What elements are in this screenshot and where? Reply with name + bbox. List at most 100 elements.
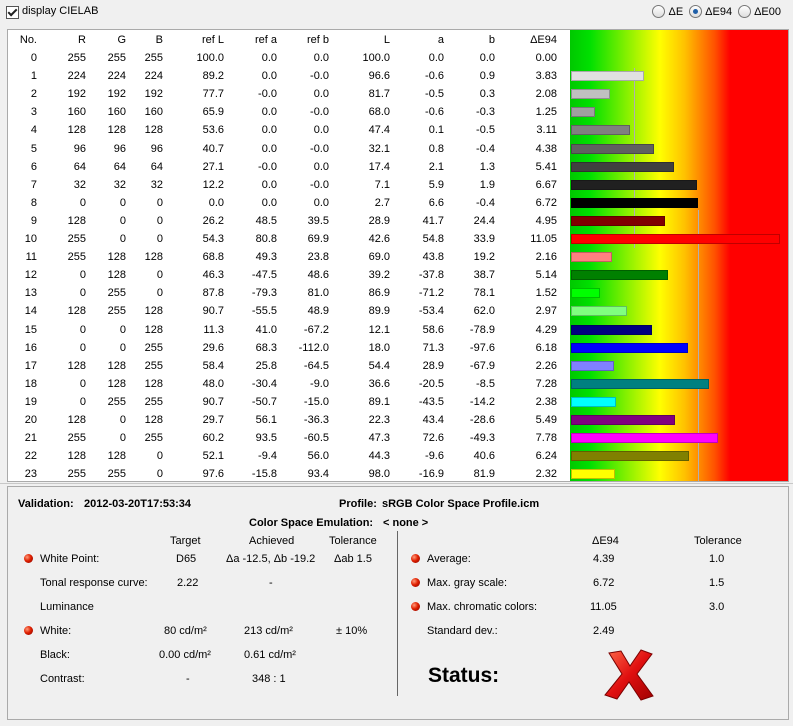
cell-ref-b: -112.0 <box>298 341 329 354</box>
cell-no: 10 <box>24 233 37 245</box>
radio-de94[interactable]: ΔE94 <box>689 5 732 18</box>
cell-delta-e94: 6.72 <box>535 196 557 209</box>
delta-e-bar <box>571 252 612 263</box>
cell-l: 32.1 <box>368 142 390 155</box>
cell-a: 72.6 <box>422 432 444 445</box>
display-cielab-label[interactable]: display CIELAB <box>22 5 99 17</box>
cell-b: 128 <box>144 323 163 336</box>
cell-ref-l: 89.2 <box>202 70 224 83</box>
cell-r: 0 <box>79 377 86 390</box>
divider <box>0 483 793 484</box>
radio-de-dot[interactable] <box>652 5 666 18</box>
cell-r: 0 <box>79 323 86 336</box>
delta-e-bar <box>571 306 628 317</box>
cell-a: -37.8 <box>418 269 444 282</box>
cell-b: 1.9 <box>479 178 495 191</box>
radio-de94-label[interactable]: ΔE94 <box>705 5 733 18</box>
cell-b: 128 <box>144 414 163 426</box>
radio-de-label[interactable]: ΔE <box>668 5 684 18</box>
cell-ref-a: 0.0 <box>261 106 277 119</box>
cell-ref-b: -0.0 <box>310 106 329 119</box>
cell-l: 44.3 <box>368 450 390 463</box>
delta-e-bar <box>571 433 719 444</box>
white-fail-led-icon <box>24 626 33 635</box>
cell-delta-e94: 4.29 <box>535 323 557 336</box>
cell-b: 128 <box>144 305 163 318</box>
radio-de[interactable]: ΔE <box>652 5 683 18</box>
white-label: White: <box>40 625 72 637</box>
cell-ref-a: 48.5 <box>255 214 277 227</box>
cell-b: 78.1 <box>473 287 495 300</box>
cell-g: 32 <box>113 178 126 191</box>
cell-ref-b: 93.4 <box>307 468 329 481</box>
cell-ref-b: -36.3 <box>303 414 329 426</box>
std-dev-label: Standard dev.: <box>427 625 498 637</box>
cell-b: -0.5 <box>476 124 495 137</box>
average-value: 4.39 <box>593 553 615 565</box>
cell-r: 128 <box>67 214 86 227</box>
cell-ref-l: 97.6 <box>202 468 224 481</box>
cell-delta-e94: 6.18 <box>535 341 557 354</box>
white-point-achieved: Δa -12.5, Δb -19.2 <box>226 553 316 565</box>
cell-r: 128 <box>67 305 86 318</box>
cell-no: 23 <box>24 468 37 481</box>
max-chroma-label: Max. chromatic colors: <box>427 601 538 613</box>
cell-ref-a: 0.0 <box>261 52 277 64</box>
cell-a: 43.8 <box>422 251 444 264</box>
cell-a: -71.2 <box>418 287 444 300</box>
cell-a: 0.1 <box>428 124 444 137</box>
cell-delta-e94: 2.97 <box>535 305 557 318</box>
cell-ref-b: 39.5 <box>307 214 329 227</box>
cell-r: 128 <box>67 124 86 137</box>
cell-b: 0.9 <box>479 70 495 83</box>
col-header-b: b <box>488 34 495 46</box>
cell-delta-e94: 4.38 <box>535 142 557 155</box>
delta-e-radio-group: ΔE ΔE94 ΔE00 <box>646 5 781 18</box>
cell-l: 47.4 <box>368 124 390 137</box>
cell-g: 128 <box>107 124 126 137</box>
cell-l: 17.4 <box>368 160 390 173</box>
cell-ref-a: -50.7 <box>251 395 277 408</box>
cell-ref-b: -67.2 <box>303 323 329 336</box>
cell-a: 5.9 <box>428 178 444 191</box>
cell-ref-a: 68.3 <box>255 341 277 354</box>
cell-g: 0 <box>119 341 126 354</box>
radio-de00[interactable]: ΔE00 <box>738 5 781 18</box>
cell-r: 255 <box>67 52 86 64</box>
delta-e-bar <box>571 378 709 389</box>
cell-l: 2.7 <box>374 196 390 209</box>
max-gray-value: 6.72 <box>593 577 615 589</box>
cell-g: 255 <box>107 305 126 318</box>
cell-b: 0 <box>156 196 163 209</box>
cell-b: -67.9 <box>469 359 495 372</box>
cell-g: 192 <box>107 88 126 101</box>
cell-r: 128 <box>67 359 86 372</box>
emulation-value: < none > <box>383 517 429 529</box>
cell-delta-e94: 1.52 <box>535 287 557 300</box>
radio-de94-dot[interactable] <box>689 5 703 18</box>
cell-ref-a: -47.5 <box>251 269 277 282</box>
trc-target: 2.22 <box>177 577 199 589</box>
col-tolerance-header: Tolerance <box>329 535 377 547</box>
panel-vertical-separator <box>397 531 398 696</box>
cell-r: 160 <box>67 106 86 119</box>
display-cielab-checkbox[interactable] <box>6 6 19 19</box>
cell-ref-l: 65.9 <box>202 106 224 119</box>
cell-ref-a: -79.3 <box>251 287 277 300</box>
cell-ref-b: 56.0 <box>307 450 329 463</box>
luminance-label: Luminance <box>40 601 94 613</box>
cell-a: 41.7 <box>422 214 444 227</box>
cell-ref-a: 93.5 <box>255 432 277 445</box>
radio-de00-dot[interactable] <box>738 5 752 18</box>
cell-b: -0.3 <box>476 106 495 119</box>
cell-g: 160 <box>107 106 126 119</box>
col-header-no: No. <box>19 34 37 46</box>
cell-no: 17 <box>24 359 37 372</box>
cell-ref-l: 26.2 <box>202 214 224 227</box>
radio-de00-label[interactable]: ΔE00 <box>754 5 781 18</box>
cell-a: -0.6 <box>425 70 444 83</box>
cell-no: 20 <box>24 414 37 426</box>
cell-ref-l: 27.1 <box>202 160 224 173</box>
cell-b: -0.4 <box>476 142 495 155</box>
cell-ref-l: 58.4 <box>202 359 224 372</box>
